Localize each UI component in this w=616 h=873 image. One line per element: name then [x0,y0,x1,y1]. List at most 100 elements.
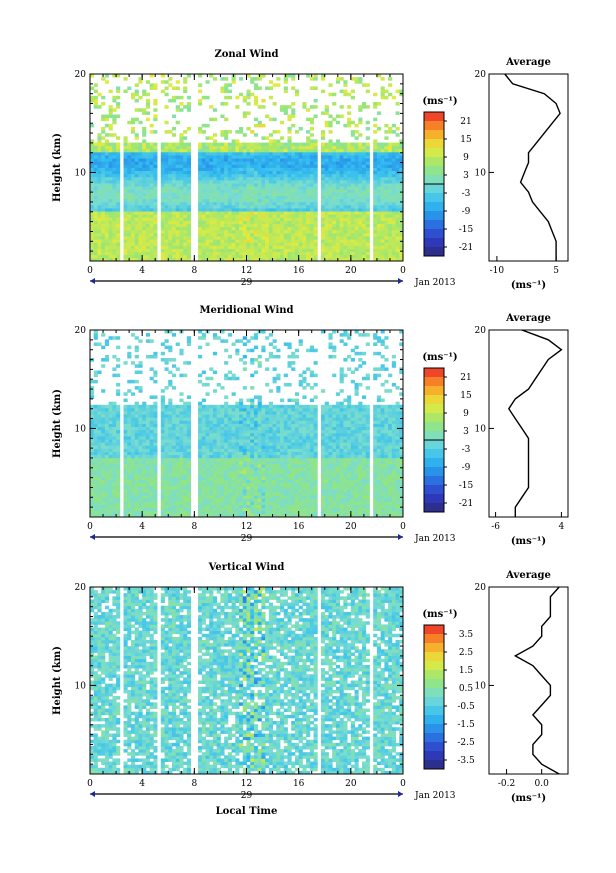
heatmap-cell [224,195,229,200]
heatmap-cell [123,448,128,452]
heatmap-cell [183,504,188,509]
heatmap-cell [350,130,355,134]
heatmap-cell [384,123,389,128]
heatmap-cell [212,251,218,256]
heatmap-cell [291,226,296,231]
heatmap-cell [130,257,136,262]
heatmap-cell [175,242,180,246]
heatmap-cell [239,217,244,221]
heatmap-cell [153,220,158,224]
heatmap-cell [395,254,400,259]
heatmap-cell [250,201,255,206]
heatmap-cell [265,239,270,243]
heatmap-cell [138,417,143,421]
heatmap-cell [101,442,106,446]
heatmap-cell [246,145,251,150]
heatmap-cell [395,248,400,253]
heatmap-cell [373,251,378,256]
heatmap-cell [261,164,266,168]
heatmap-cell [399,195,404,200]
heatmap-cell [201,451,206,456]
heatmap-cell [324,220,329,224]
heatmap-cell [253,102,259,106]
heatmap-cell [209,513,214,518]
heatmap-cell [104,239,110,243]
heatmap-cell [321,183,326,187]
heatmap-cell [171,164,177,168]
heatmap-cell [365,105,370,109]
heatmap-cell [101,414,106,418]
heatmap-cell [302,214,307,218]
heatmap-cell [142,245,147,249]
heatmap-cell [246,214,251,218]
heatmap-cell [201,429,206,434]
heatmap-cell [145,498,151,502]
heatmap-cell [97,105,102,109]
heatmap-cell [209,183,214,187]
heatmap-cell [123,404,128,409]
heatmap-cell [283,77,288,81]
heatmap-cell [321,251,326,256]
heatmap-cell [246,195,251,200]
heatmap-cell [112,407,117,412]
heatmap-cell [328,195,333,200]
heatmap-cell [391,155,396,159]
heatmap-cell [224,186,229,190]
heatmap-cell [231,226,236,231]
heatmap-cell [224,217,229,221]
heatmap-cell [212,117,218,122]
heatmap-cell [294,214,300,218]
heatmap-cell [257,229,262,234]
heatmap-cell [101,130,106,134]
heatmap-cell [186,204,192,209]
heatmap-cell [227,510,232,515]
heatmap-cell [134,510,139,515]
heatmap-cell [186,426,192,431]
heatmap-cell [212,183,218,187]
heatmap-cell [235,479,240,484]
heatmap-cell [145,220,151,224]
heatmap-cell [283,111,288,115]
heatmap-cell [116,226,121,231]
heatmap-cell [332,189,337,193]
heatmap-cell [235,186,240,190]
heatmap-cell [130,501,136,505]
heatmap-cell [388,232,393,237]
heatmap-cell [216,173,221,178]
heatmap-cell [272,145,277,150]
heatmap-cell [104,488,110,493]
heatmap-cell [354,242,359,246]
heatmap-cell [220,167,225,172]
heatmap-cell [175,513,180,518]
heatmap-cell [171,429,177,434]
heatmap-cell [108,464,113,468]
heatmap-cell [224,373,229,378]
heatmap-cell [388,83,393,87]
heatmap-cell [309,223,314,228]
heatmap-cell [164,330,169,334]
heatmap-cell [112,223,117,228]
heatmap-cell [291,176,296,181]
heatmap-cell [298,251,303,256]
heatmap-cell [104,414,110,418]
heatmap-cell [339,211,344,215]
heatmap-cell [328,257,333,262]
heatmap-cell [261,248,266,253]
heatmap-cell [108,179,113,184]
heatmap-cell [104,492,110,496]
heatmap-cell [231,142,236,147]
heatmap-cell [395,201,400,206]
heatmap-cell [276,167,281,172]
heatmap-cell [108,195,113,200]
heatmap-cell [209,367,214,371]
heatmap-cell [164,414,169,418]
heatmap-cell [179,186,184,190]
heatmap-cell [324,176,329,181]
heatmap-cell [145,504,151,509]
heatmap-cell [231,151,236,156]
heatmap-cell [239,198,244,203]
heatmap-cell [231,214,236,218]
heatmap-cell [183,248,188,253]
heatmap-cell [97,467,102,471]
heatmap-cell [287,158,292,162]
